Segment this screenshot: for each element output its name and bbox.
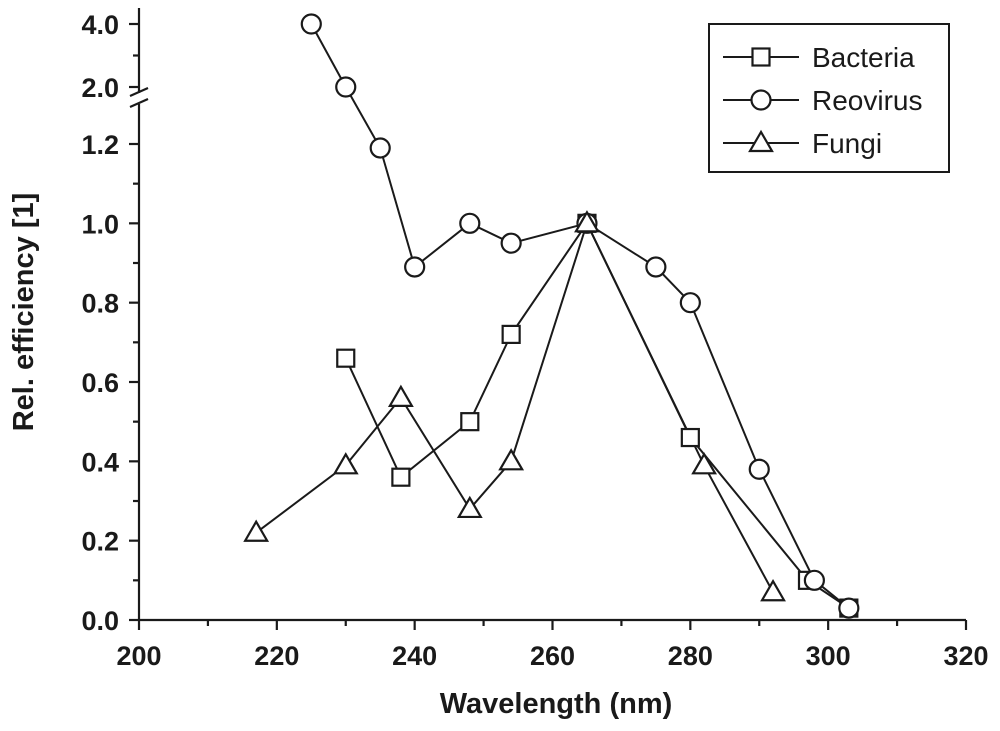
legend-label-bacteria: Bacteria — [812, 42, 915, 73]
data-point-reovirus — [679, 292, 701, 314]
data-point-fungi — [387, 384, 414, 407]
legend-label-reovirus: Reovirus — [812, 85, 922, 116]
data-point-fungi — [760, 579, 786, 602]
x-tick-label: 300 — [806, 641, 851, 671]
data-point-bacteria — [460, 412, 480, 432]
data-point-reovirus — [838, 597, 860, 619]
x-tick-label: 220 — [254, 641, 299, 671]
x-tick-label: 320 — [943, 641, 988, 671]
data-point-fungi — [456, 495, 483, 519]
tick-labels: 200 220 240 260 280 300 320 0.0 0.2 0.4 0.6 0.8 1.0 1… — [81, 10, 988, 671]
data-point-fungi — [574, 210, 600, 233]
data-point-reovirus — [645, 256, 667, 278]
data-point-fungi — [332, 452, 359, 475]
data-point-bacteria — [501, 324, 521, 344]
y-tick-label: 0.8 — [81, 289, 119, 319]
x-tick-label: 240 — [392, 641, 437, 671]
data-point-reovirus — [335, 76, 357, 98]
legend-marker-bacteria — [751, 47, 771, 67]
data-point-reovirus — [369, 137, 391, 159]
legend-label-fungi: Fungi — [812, 128, 882, 159]
series-line-reovirus — [310, 23, 850, 609]
data-point-bacteria — [680, 427, 700, 448]
x-axis-title: Wavelength (nm) — [440, 688, 673, 720]
y-tick-label: 2.0 — [81, 73, 119, 103]
y-axis-break-mark — [129, 86, 149, 98]
legend-marker-reovirus — [750, 89, 772, 111]
y-tick-label: 0.0 — [81, 606, 119, 636]
data-point-fungi — [243, 519, 270, 542]
data-point-bacteria — [336, 348, 356, 368]
x-tick-label: 280 — [668, 641, 713, 671]
data-point-reovirus — [404, 256, 426, 278]
data-point-reovirus — [500, 232, 522, 254]
data-point-reovirus — [300, 13, 322, 35]
data-point-fungi — [691, 452, 718, 475]
x-tick-label: 200 — [116, 641, 161, 671]
y-tick-label: 0.2 — [81, 527, 119, 557]
y-tick-label: 0.4 — [81, 447, 119, 477]
series-lines — [255, 23, 850, 609]
y-tick-label: 1.2 — [81, 130, 119, 160]
legend-box — [708, 23, 950, 173]
x-tick-label: 260 — [530, 641, 575, 671]
series-markers — [243, 13, 860, 619]
legend-marker-fungi — [748, 129, 774, 153]
series-line-fungi — [255, 220, 774, 593]
data-point-fungi — [498, 448, 525, 471]
series-line-bacteria — [344, 221, 850, 609]
data-point-reovirus — [748, 458, 770, 480]
tick-marks — [129, 22, 968, 630]
y-tick-label: 0.6 — [81, 368, 119, 398]
y-tick-label: 4.0 — [81, 10, 119, 40]
y-tick-label: 1.0 — [81, 209, 119, 239]
data-point-reovirus — [459, 212, 481, 234]
y-axis-title: Rel. efficiency [1] — [8, 193, 40, 432]
y-axis-break-mark — [129, 97, 149, 109]
data-point-reovirus — [803, 569, 825, 591]
data-point-bacteria — [391, 467, 411, 487]
legend: Bacteria Reovirus Fungi — [708, 23, 950, 173]
